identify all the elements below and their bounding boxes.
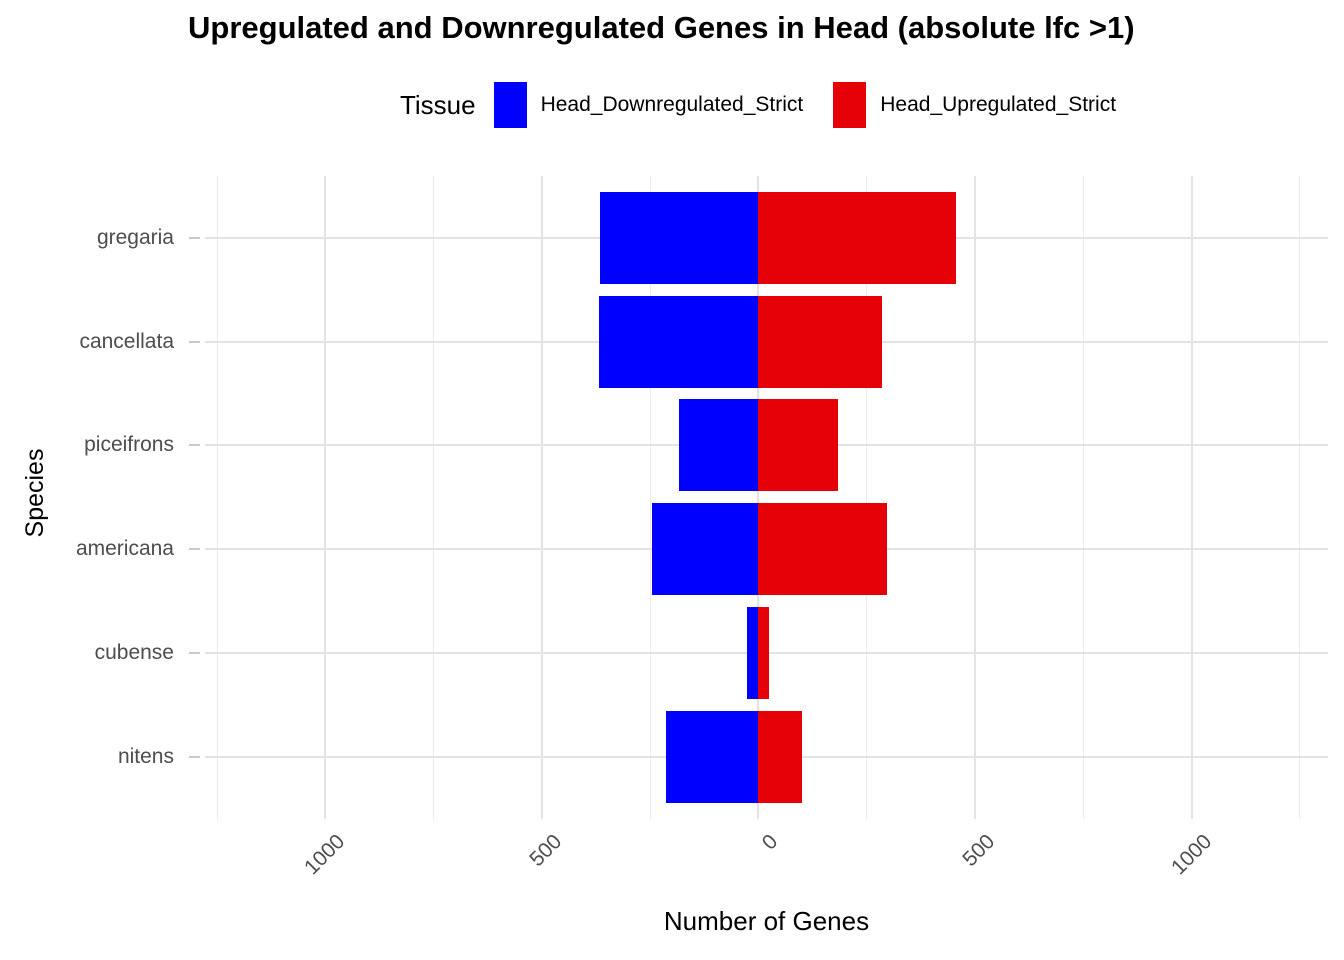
- bar-upregulated-piceifrons: [758, 399, 838, 492]
- gridline-x-minor: [216, 176, 218, 819]
- y-tick-mark-gregaria: [189, 236, 200, 239]
- bar-upregulated-cancellata: [758, 295, 882, 388]
- gridline-x-minor: [649, 176, 651, 819]
- bar-downregulated-cancellata: [599, 295, 759, 388]
- bar-downregulated-americana: [651, 503, 759, 596]
- bar-downregulated-nitens: [665, 710, 759, 803]
- bar-downregulated-gregaria: [599, 191, 759, 284]
- gridline-x-minor: [1082, 176, 1084, 819]
- bar-upregulated-gregaria: [758, 191, 956, 284]
- legend: Tissue Head_Downregulated_Strict Head_Upr…: [188, 80, 1328, 130]
- y-tick-mark-cancellata: [189, 340, 200, 343]
- gridline-x-minor: [1299, 176, 1301, 819]
- legend-title: Tissue: [399, 89, 476, 120]
- bar-upregulated-cubense: [758, 607, 770, 699]
- y-tick-label-cancellata: cancellata: [79, 329, 174, 353]
- y-tick-mark-americana: [189, 548, 200, 551]
- legend-label-downregulated: Head_Downregulated_Strict: [540, 93, 804, 116]
- gridline-x-major: [1190, 176, 1193, 819]
- plot-panel: [205, 176, 1328, 819]
- legend-swatch-downregulated: [493, 82, 527, 128]
- gridline-x-major: [324, 176, 327, 819]
- y-tick-label-cubense: cubense: [94, 641, 174, 664]
- gridline-x-major: [540, 176, 543, 819]
- y-tick-label-gregaria: gregaria: [96, 225, 174, 249]
- y-tick-label-piceifrons: piceifrons: [84, 433, 174, 457]
- legend-swatch-upregulated: [833, 82, 867, 128]
- gridline-x-major: [757, 176, 760, 819]
- y-tick-mark-nitens: [189, 755, 200, 758]
- chart-title: Upregulated and Downregulated Genes in H…: [188, 10, 1135, 45]
- y-tick-label-nitens: nitens: [117, 744, 174, 768]
- legend-label-upregulated: Head_Upregulated_Strict: [880, 93, 1117, 116]
- gridline-x-minor: [866, 176, 868, 819]
- gridline-x-major: [974, 176, 977, 819]
- y-tick-mark-piceifrons: [189, 444, 200, 447]
- y-tick-label-americana: americana: [75, 537, 174, 561]
- bar-upregulated-nitens: [758, 710, 802, 803]
- gridline-x-minor: [433, 176, 435, 819]
- bar-upregulated-americana: [758, 503, 887, 596]
- x-axis-title: Number of Genes: [663, 906, 870, 936]
- y-tick-mark-cubense: [189, 652, 200, 654]
- bar-downregulated-cubense: [746, 607, 759, 699]
- bar-downregulated-piceifrons: [678, 399, 759, 492]
